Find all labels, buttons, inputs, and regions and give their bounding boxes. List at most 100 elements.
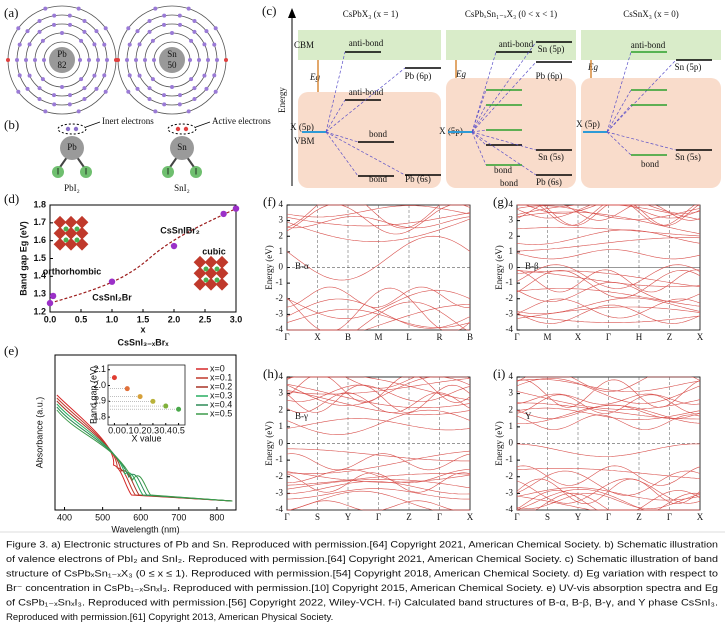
electron: [170, 85, 174, 89]
cs-atom: [203, 277, 209, 283]
band-line: [516, 229, 701, 245]
label: anti-bond: [349, 87, 384, 97]
electron: [126, 89, 131, 94]
electron: [204, 29, 209, 34]
electron: [43, 6, 48, 11]
label: bond: [494, 165, 513, 175]
label: 0.1: [121, 425, 134, 435]
label: 2.0: [93, 380, 106, 390]
label: Energy (eV): [264, 421, 274, 466]
label: 0: [509, 262, 514, 272]
electron: [116, 58, 120, 62]
label: Pb (6p): [405, 71, 432, 81]
band-line: [286, 384, 471, 413]
connector: [471, 131, 487, 146]
electron: [15, 58, 19, 62]
label: 0.4: [159, 425, 172, 435]
label: Energy (eV): [494, 245, 504, 290]
band-line: [286, 488, 470, 500]
band-line: [286, 378, 471, 395]
band-line: [516, 407, 701, 420]
electron: [16, 89, 21, 94]
label: 4: [509, 371, 514, 381]
label: bond: [369, 174, 388, 184]
band-line: [516, 465, 701, 486]
band-line: [286, 289, 471, 319]
cs-atom: [203, 266, 209, 272]
electron: [94, 86, 99, 91]
label: (e): [4, 343, 18, 358]
label: 500: [95, 512, 110, 522]
label: x=0.2: [210, 381, 232, 391]
electron: [37, 29, 42, 34]
label: -3: [276, 487, 284, 497]
band-line: [516, 297, 701, 315]
electron: [24, 58, 28, 62]
electron: [202, 73, 207, 78]
label: 2: [279, 404, 284, 414]
band-line: [516, 443, 701, 457]
connector: [606, 131, 677, 151]
electron: [150, 38, 155, 43]
label: x=0.1: [210, 372, 232, 382]
label: Sn: [167, 49, 177, 59]
label: (b): [4, 117, 19, 132]
cs-atom: [214, 266, 220, 272]
band-line: [286, 409, 471, 435]
cs-atom: [63, 237, 69, 243]
electron: [17, 73, 22, 78]
label: Γ: [606, 332, 611, 342]
label: CsSnX₃ (x = 0): [623, 9, 678, 19]
label: 0: [279, 262, 284, 272]
label: 400: [57, 512, 72, 522]
data-point: [137, 394, 143, 400]
label: M: [543, 332, 551, 342]
band-line: [516, 211, 701, 234]
label: x=0.3: [210, 390, 232, 400]
iodine: [80, 166, 92, 178]
electron: [143, 58, 147, 62]
band-line: [287, 500, 470, 511]
label: (d): [4, 191, 19, 206]
band-line: [516, 394, 701, 414]
label: VBM: [294, 136, 315, 146]
data-point: [150, 398, 156, 404]
octahedron: [53, 237, 67, 251]
label: 50: [168, 60, 178, 70]
label: 3: [509, 388, 514, 398]
label: 0.2: [134, 425, 147, 435]
electron: [68, 93, 73, 98]
data-point: [176, 406, 182, 412]
band-line: [516, 404, 701, 420]
electron: [105, 58, 109, 62]
label: S: [545, 512, 550, 522]
electron: [188, 58, 192, 62]
connector: [471, 104, 487, 133]
label: (i): [493, 366, 505, 381]
connector: [471, 51, 497, 133]
electron: [183, 126, 189, 132]
label: 1.6: [33, 235, 46, 245]
electron: [204, 86, 209, 91]
connector: [325, 67, 406, 133]
band-line: [516, 306, 701, 319]
label: 600: [133, 512, 148, 522]
label: (h): [263, 366, 278, 381]
electron: [126, 26, 131, 31]
label: 4: [509, 199, 514, 209]
label: -2: [276, 293, 284, 303]
electron: [52, 102, 57, 107]
label: Pb: [67, 142, 77, 152]
label: 1.7: [33, 217, 46, 227]
label: 1.8: [33, 199, 46, 209]
label: Pb (6p): [536, 71, 563, 81]
spectrum: [56, 403, 233, 502]
connector: [471, 131, 487, 166]
connector: [606, 131, 632, 156]
iodine: [52, 166, 64, 178]
label: -2: [506, 471, 514, 481]
label: -2: [276, 471, 284, 481]
electron: [103, 89, 108, 94]
band-line: [516, 376, 701, 392]
electron: [212, 42, 217, 47]
